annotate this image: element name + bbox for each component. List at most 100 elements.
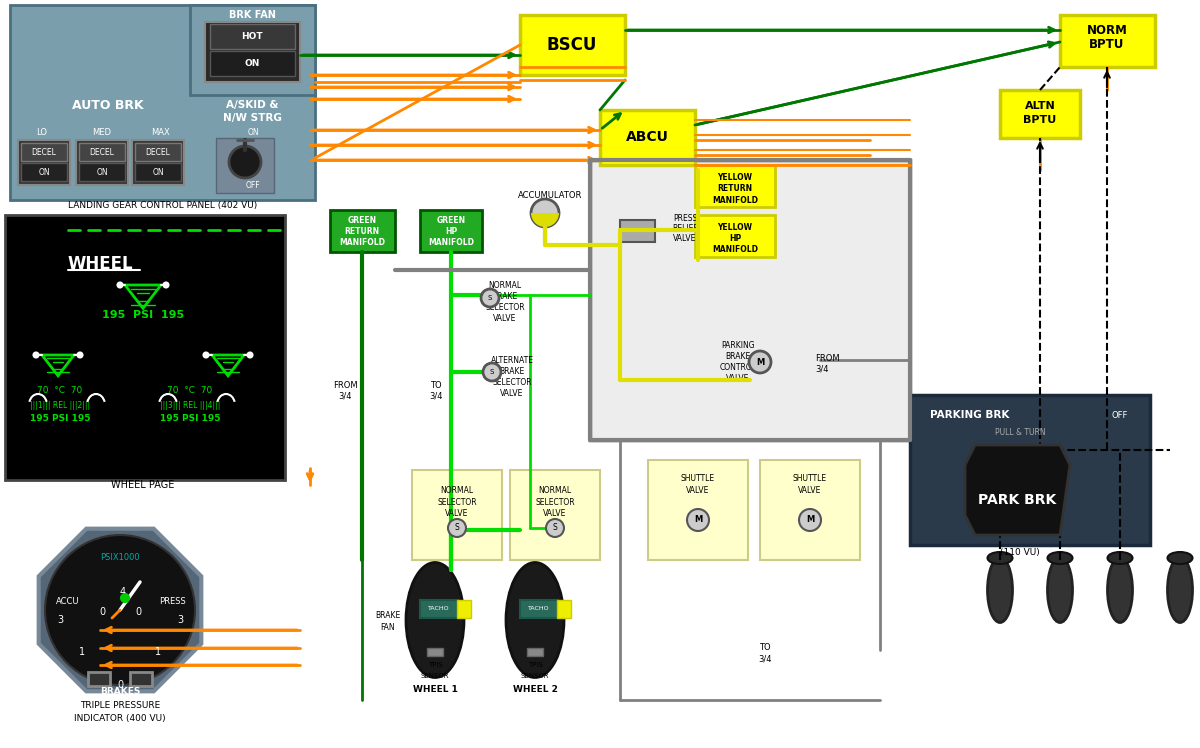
Ellipse shape (506, 562, 564, 678)
Text: 195 PSI 195: 195 PSI 195 (160, 414, 221, 423)
Text: BRAKE: BRAKE (499, 367, 524, 375)
Text: VALVE: VALVE (798, 485, 822, 494)
Wedge shape (530, 213, 559, 227)
Text: BPTU: BPTU (1024, 115, 1057, 125)
Circle shape (46, 535, 194, 685)
Text: HOT: HOT (241, 31, 263, 40)
Bar (910, 395, 1150, 545)
Text: FAN: FAN (380, 624, 395, 633)
Text: 70  °C  70: 70 °C 70 (167, 385, 212, 394)
Text: BRAKE: BRAKE (376, 612, 401, 621)
Text: MANIFOLD: MANIFOLD (712, 195, 758, 204)
Circle shape (482, 363, 502, 381)
Polygon shape (965, 445, 1070, 535)
Text: VALVE: VALVE (544, 509, 566, 518)
Ellipse shape (1168, 557, 1193, 622)
Bar (695, 215, 775, 257)
Text: ACCU: ACCU (56, 598, 79, 607)
Text: OFF: OFF (1112, 411, 1128, 420)
Bar (520, 15, 625, 75)
Bar (22, 143, 67, 161)
Text: SHUTTLE: SHUTTLE (680, 473, 715, 482)
Bar (648, 460, 748, 560)
Ellipse shape (988, 557, 1013, 622)
Text: VALVE: VALVE (500, 388, 523, 397)
Text: GREEN: GREEN (437, 215, 466, 224)
Text: BRAKE: BRAKE (725, 352, 751, 361)
Text: S: S (490, 369, 494, 375)
Text: PRESS: PRESS (158, 598, 185, 607)
Text: BRK FAN: BRK FAN (228, 10, 276, 20)
Text: CONTROL: CONTROL (720, 363, 756, 372)
Text: SELECTOR: SELECTOR (492, 378, 532, 387)
Text: PARKING BRK: PARKING BRK (930, 410, 1009, 420)
Text: 195  PSI  195: 195 PSI 195 (102, 310, 184, 320)
Bar (10, 5, 314, 200)
Text: YELLOW: YELLOW (718, 173, 752, 182)
Text: OFF: OFF (246, 180, 260, 189)
Text: RETURN: RETURN (344, 227, 379, 236)
Bar (132, 140, 184, 185)
Bar (520, 600, 558, 618)
Bar (527, 648, 542, 656)
Text: WHEEL 2: WHEEL 2 (512, 685, 558, 694)
Ellipse shape (1048, 557, 1073, 622)
Bar (134, 163, 181, 181)
Bar (79, 143, 125, 161)
Text: VALVE: VALVE (445, 509, 469, 518)
Bar (190, 5, 314, 95)
Text: 3/4: 3/4 (815, 364, 828, 373)
Text: A/SKID &: A/SKID & (226, 100, 278, 110)
Circle shape (78, 352, 83, 358)
Text: 70  °C  70: 70 °C 70 (37, 385, 83, 394)
Text: LO: LO (36, 127, 48, 136)
Text: MAX: MAX (151, 127, 169, 136)
Circle shape (229, 146, 262, 178)
Bar (134, 143, 181, 161)
Bar (1060, 15, 1154, 67)
Text: 4: 4 (120, 587, 126, 597)
Text: RELIEF: RELIEF (672, 224, 698, 233)
Circle shape (530, 199, 559, 227)
Text: 3: 3 (176, 615, 184, 625)
Bar (22, 163, 67, 181)
Bar (590, 160, 910, 440)
Ellipse shape (1108, 552, 1133, 564)
Circle shape (481, 289, 499, 307)
Bar (130, 672, 152, 686)
Text: MED: MED (92, 127, 112, 136)
Text: WHEEL: WHEEL (68, 255, 133, 273)
Bar (216, 138, 274, 193)
Text: LANDING GEAR CONTROL PANEL (402 VU): LANDING GEAR CONTROL PANEL (402 VU) (68, 200, 258, 209)
Ellipse shape (1048, 552, 1073, 564)
Bar (620, 220, 655, 242)
Text: ALTERNATE: ALTERNATE (491, 355, 534, 364)
Text: VALVE: VALVE (726, 373, 750, 382)
Circle shape (749, 351, 772, 373)
Text: ON: ON (96, 168, 108, 177)
Circle shape (34, 352, 38, 358)
Text: (110 VU): (110 VU) (1000, 548, 1040, 557)
Text: NORMAL: NORMAL (488, 280, 522, 289)
Bar (1000, 90, 1080, 138)
Text: BSCU: BSCU (547, 36, 598, 54)
Text: MANIFOLD: MANIFOLD (712, 245, 758, 254)
Text: ABCU: ABCU (625, 130, 668, 144)
Text: BRAKES: BRAKES (100, 687, 140, 696)
Text: BRAKE: BRAKE (492, 292, 517, 301)
Text: 3/4: 3/4 (758, 654, 772, 663)
Text: ON: ON (247, 127, 259, 136)
Text: SENSOR: SENSOR (521, 673, 550, 679)
Ellipse shape (1168, 552, 1193, 564)
Text: WHEEL 1: WHEEL 1 (413, 685, 457, 694)
Bar (412, 470, 502, 560)
Text: RETURN: RETURN (718, 183, 752, 192)
Circle shape (546, 519, 564, 537)
Text: S: S (455, 524, 460, 533)
Circle shape (121, 594, 130, 602)
Text: PARK BRK: PARK BRK (978, 493, 1056, 507)
Text: 3/4: 3/4 (430, 391, 443, 400)
Text: TACHO: TACHO (428, 607, 450, 612)
Text: MANIFOLD: MANIFOLD (428, 238, 474, 247)
Ellipse shape (988, 552, 1013, 564)
